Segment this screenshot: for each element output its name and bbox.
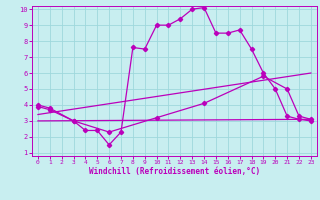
X-axis label: Windchill (Refroidissement éolien,°C): Windchill (Refroidissement éolien,°C) xyxy=(89,167,260,176)
